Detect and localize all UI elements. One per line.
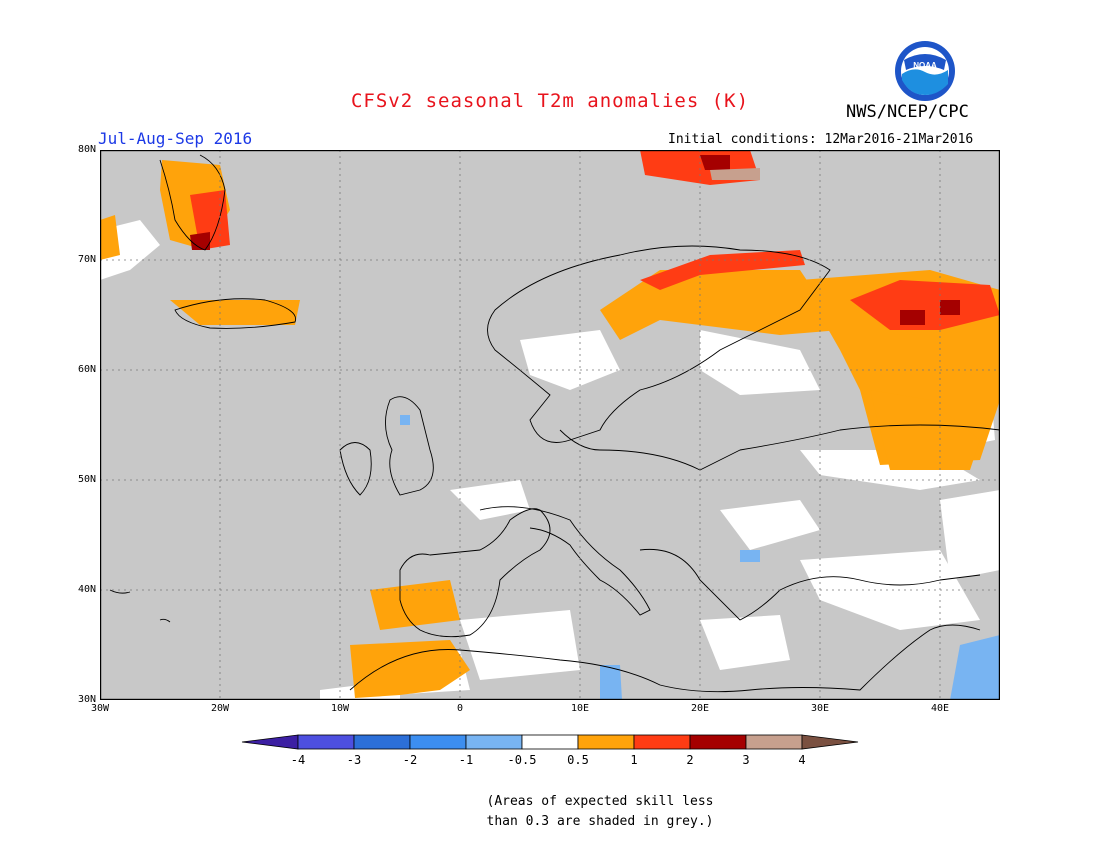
color-legend: -4 -3 -2 -1 -0.5 0.5 1 2 3 4 xyxy=(241,734,859,767)
lat-tick-label: 40N xyxy=(77,584,96,595)
lon-tick-label: 20E xyxy=(690,703,710,714)
anomaly-3-to-4 xyxy=(710,168,760,180)
anomaly-map xyxy=(100,150,1000,700)
legend-swatch xyxy=(465,734,523,750)
legend-swatch xyxy=(633,734,691,750)
map-frame xyxy=(100,150,1000,700)
season-label: Jul-Aug-Sep 2016 xyxy=(98,129,253,148)
legend-swatch xyxy=(521,734,579,750)
logo-wave xyxy=(902,69,948,95)
lat-tick-label: 50N xyxy=(77,474,96,485)
legend-tick-label: -3 xyxy=(347,753,361,767)
legend-tick-label: -0.5 xyxy=(508,753,537,767)
legend-tick-label: -4 xyxy=(291,753,305,767)
lat-tick-label: 60N xyxy=(77,364,96,375)
skill-note-line-1: (Areas of expected skill less xyxy=(486,794,714,809)
legend-tick-label: 2 xyxy=(686,753,693,767)
lat-tick-label: 70N xyxy=(77,254,96,265)
lon-tick-label: 10E xyxy=(570,703,590,714)
anomaly-neg-0p5-to-1 xyxy=(400,415,1000,700)
coastlines xyxy=(109,154,1000,693)
initial-conditions-label: Initial conditions: 12Mar2016-21Mar2016 xyxy=(668,132,974,147)
logo-text: NOAA xyxy=(913,61,937,70)
legend-swatch xyxy=(689,734,747,750)
lat-tick-label: 30N xyxy=(77,694,96,705)
skill-note-line-2: than 0.3 are shaded in grey.) xyxy=(486,814,714,829)
legend-swatch xyxy=(297,734,355,750)
legend-swatch xyxy=(409,734,467,750)
lon-tick-label: 40E xyxy=(930,703,950,714)
lon-tick-label: 30W xyxy=(90,703,110,714)
legend-arrow-low xyxy=(241,734,299,750)
legend-swatch xyxy=(745,734,803,750)
legend-tick-label: 1 xyxy=(630,753,637,767)
legend-tick-label: 3 xyxy=(742,753,749,767)
legend-tick-label: -2 xyxy=(403,753,417,767)
noaa-logo: NOAA xyxy=(895,41,955,101)
logo-gull xyxy=(904,54,946,70)
lon-tick-label: 10W xyxy=(330,703,350,714)
legend-tick-label: 0.5 xyxy=(567,753,589,767)
lon-tick-label: 20W xyxy=(210,703,230,714)
lon-tick-label: 0 xyxy=(456,703,464,714)
legend-arrow-high xyxy=(801,734,859,750)
skill-note: (Areas of expected skill less than 0.3 a… xyxy=(440,792,760,832)
lat-tick-label: 80N xyxy=(77,144,96,155)
legend-swatch xyxy=(577,734,635,750)
agency-label: NWS/NCEP/CPC xyxy=(846,102,969,122)
lon-tick-label: 30E xyxy=(810,703,830,714)
graticule xyxy=(100,150,1000,700)
legend-tick-label: -1 xyxy=(459,753,473,767)
legend-tick-label: 4 xyxy=(798,753,805,767)
anomaly-2-to-3 xyxy=(190,155,960,325)
chart-title: CFSv2 seasonal T2m anomalies (K) xyxy=(350,90,750,112)
legend-swatch xyxy=(353,734,411,750)
